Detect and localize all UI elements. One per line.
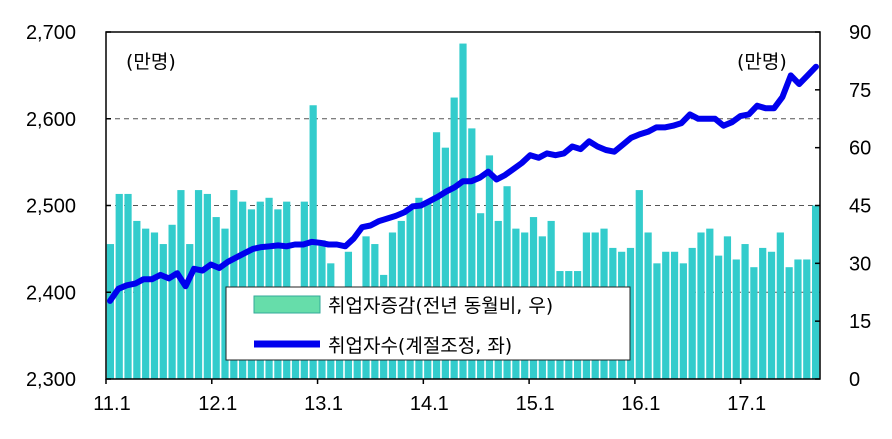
bar [794, 259, 802, 379]
bar [811, 205, 820, 379]
bar [706, 228, 714, 379]
bar [485, 155, 494, 379]
right-tick-label: 60 [849, 138, 871, 160]
bar [230, 190, 238, 379]
bar [653, 263, 661, 379]
bar [133, 220, 141, 379]
bar [450, 97, 458, 380]
bar [432, 132, 441, 379]
right-tick-label: 15 [849, 311, 871, 333]
x-tick-label: 12.1 [198, 393, 237, 415]
employment-line [107, 63, 819, 304]
bar [203, 193, 211, 379]
bar [221, 228, 229, 379]
legend-line-label: 취업자수(계절조정, 좌) [328, 335, 512, 357]
right-tick-label: 75 [849, 80, 871, 102]
x-tick-label: 15.1 [516, 393, 555, 415]
bar [503, 186, 511, 379]
bar [662, 251, 670, 379]
bar [750, 267, 758, 379]
right-unit-label: (만명) [737, 51, 787, 73]
bar [150, 232, 159, 379]
bar [688, 247, 696, 379]
bar [468, 128, 476, 379]
legend: 취업자증감(전년 동월비, 우) 취업자수(계절조정, 좌) [225, 286, 631, 361]
bar [159, 244, 167, 379]
bar [212, 217, 220, 379]
bar [106, 244, 115, 379]
right-tick-label: 90 [849, 22, 871, 44]
bar [142, 228, 150, 379]
left-axis: 2,700 2,600 2,500 2,400 2,300 [26, 22, 111, 391]
bar [715, 255, 723, 379]
bar [186, 244, 194, 379]
x-tick-label: 16.1 [621, 393, 660, 415]
bar [679, 263, 687, 379]
x-tick-label: 14.1 [410, 393, 449, 415]
bar [723, 236, 732, 379]
legend-bar-swatch [253, 295, 321, 314]
bar [776, 232, 784, 379]
x-tick-label: 11.1 [93, 393, 130, 415]
line-series [107, 63, 819, 304]
left-tick-label: 2,600 [26, 109, 76, 131]
x-tick-label: 17.1 [727, 393, 766, 415]
left-tick-label: 2,300 [26, 369, 76, 391]
right-tick-label: 0 [849, 369, 860, 391]
bar [741, 244, 749, 379]
bar [767, 251, 776, 379]
left-tick-label: 2,700 [26, 22, 76, 44]
bar [732, 259, 740, 379]
x-axis: 11.1 12.1 13.1 14.1 15.1 16.1 17.1 [93, 379, 766, 415]
left-unit-label: (만명) [126, 51, 176, 73]
bar [697, 232, 705, 379]
bar [803, 259, 811, 379]
left-tick-label: 2,400 [26, 282, 76, 304]
bar [459, 43, 467, 380]
right-tick-label: 30 [849, 253, 871, 275]
bar [441, 147, 449, 379]
bar [177, 190, 185, 379]
bar [759, 247, 767, 379]
bar [168, 224, 176, 379]
bar [635, 190, 643, 379]
bar [644, 232, 652, 379]
x-tick-label: 13.1 [304, 393, 343, 415]
bar [194, 190, 203, 379]
bar [670, 251, 679, 379]
legend-bar-label: 취업자증감(전년 동월비, 우) [328, 295, 553, 317]
bar [785, 267, 793, 379]
right-axis: 90 75 60 45 30 15 0 [815, 22, 871, 391]
left-tick-label: 2,500 [26, 196, 76, 218]
right-tick-label: 45 [849, 196, 871, 218]
